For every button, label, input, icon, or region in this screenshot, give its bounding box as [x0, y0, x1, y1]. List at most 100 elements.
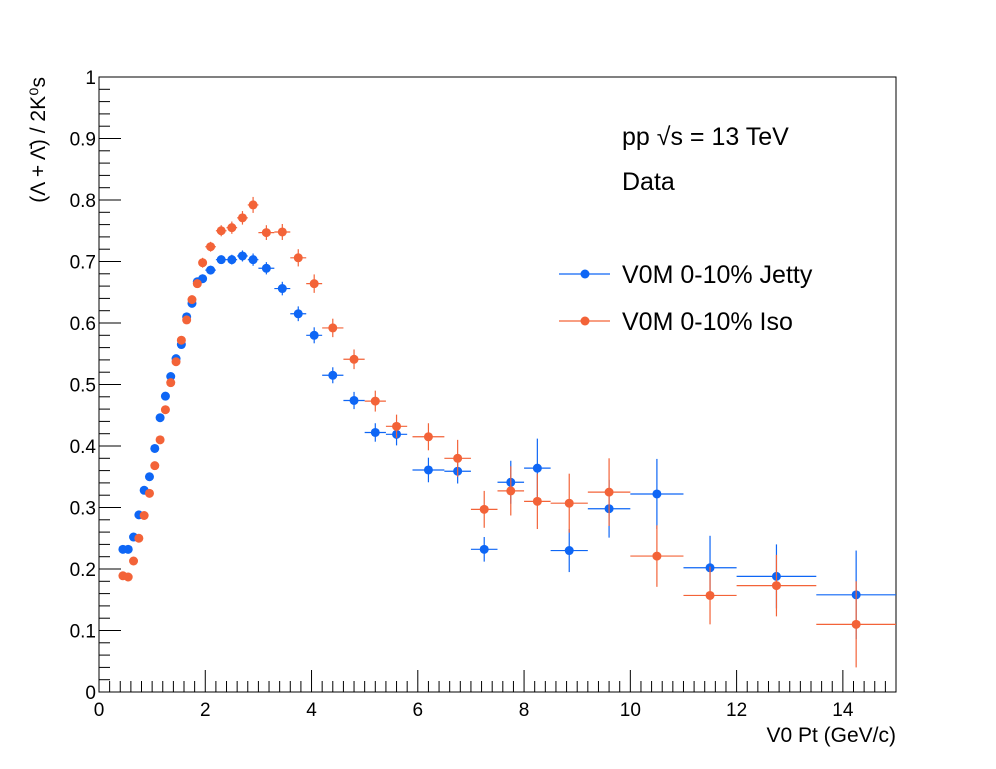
y-tick-label: 0.1	[70, 622, 96, 643]
y-tick-label: 0.6	[70, 314, 96, 335]
legend-marker-iso	[580, 316, 590, 326]
data-point	[216, 255, 226, 265]
data-point	[564, 546, 574, 556]
legend-marker-jetty	[580, 269, 590, 279]
data-point	[453, 453, 463, 463]
data-point	[652, 551, 662, 561]
data-point	[206, 242, 216, 252]
data-point	[370, 427, 380, 437]
data-point	[851, 619, 861, 629]
x-axis-ticks	[98, 670, 897, 692]
y-tick-label: 1	[85, 68, 96, 89]
data-point	[771, 581, 781, 591]
data-point	[248, 255, 258, 265]
y-tick-label: 0.3	[70, 499, 96, 520]
data-point	[392, 421, 402, 431]
data-point	[176, 335, 186, 345]
y-axis-tick-labels: 0 0.1 0.2 0.3 0.4 0.5 0.6 0.7 0.8 0.9 1	[70, 68, 97, 704]
y-axis-title: (Λ + Λ̄) / 2K⁰s	[27, 77, 50, 203]
data-point	[150, 461, 160, 471]
x-tick-label: 2	[200, 700, 211, 721]
x-tick-label: 4	[306, 700, 317, 721]
x-axis-tick-labels: 0 2 4 6 8 10 12 14	[94, 700, 854, 721]
data-point	[166, 378, 176, 388]
data-point	[150, 443, 160, 453]
data-point	[206, 265, 216, 275]
data-point	[182, 315, 192, 325]
data-point	[277, 227, 287, 237]
data-annotation: Data	[622, 168, 675, 196]
data-point	[506, 486, 516, 496]
data-point	[227, 223, 237, 233]
x-tick-label: 10	[620, 700, 641, 721]
y-tick-label: 0.2	[70, 560, 96, 581]
data-point	[123, 544, 133, 554]
data-point	[237, 251, 247, 261]
data-point	[349, 354, 359, 364]
x-tick-label: 0	[94, 700, 105, 721]
data-point	[423, 432, 433, 442]
data-point	[261, 263, 271, 273]
data-point	[139, 510, 149, 520]
data-point	[328, 323, 338, 333]
data-point	[532, 496, 542, 506]
data-point	[166, 372, 176, 382]
data-point	[261, 228, 271, 238]
series-layer	[118, 196, 896, 668]
data-point	[293, 253, 303, 263]
data-point	[192, 279, 202, 289]
series-1	[118, 196, 896, 668]
data-point	[705, 590, 715, 600]
y-tick-label: 0.7	[70, 253, 96, 274]
data-point	[123, 572, 133, 582]
data-point	[144, 472, 154, 482]
data-point	[564, 498, 574, 508]
legend-entry-iso: V0M 0-10% Iso	[559, 308, 793, 336]
data-point	[144, 488, 154, 498]
data-point	[479, 504, 489, 514]
data-point	[198, 258, 208, 268]
y-tick-label: 0.8	[70, 191, 96, 212]
data-point	[216, 226, 226, 236]
x-tick-label: 8	[519, 700, 530, 721]
data-point	[155, 435, 165, 445]
legend: V0M 0-10% Jetty V0M 0-10% Iso	[559, 261, 813, 336]
data-point	[309, 330, 319, 340]
x-axis-title: V0 Pt (GeV/c)	[766, 724, 896, 747]
data-point	[155, 413, 165, 423]
x-tick-label: 12	[726, 700, 747, 721]
data-point	[370, 396, 380, 406]
data-point	[349, 395, 359, 405]
data-point	[227, 255, 237, 265]
data-point	[652, 489, 662, 499]
collision-system-annotation: pp √s = 13 TeV	[622, 123, 789, 151]
data-point	[423, 465, 433, 475]
data-point	[277, 284, 287, 294]
data-point	[237, 213, 247, 223]
data-point	[293, 309, 303, 319]
data-point	[328, 370, 338, 380]
legend-label-iso: V0M 0-10% Iso	[622, 308, 793, 336]
data-point	[160, 405, 170, 415]
x-tick-label: 6	[413, 700, 424, 721]
data-point	[309, 279, 319, 289]
data-point	[604, 487, 614, 497]
legend-label-jetty: V0M 0-10% Jetty	[622, 261, 813, 289]
data-point	[248, 200, 258, 210]
data-point	[187, 295, 197, 305]
data-point	[160, 391, 170, 401]
data-point	[532, 463, 542, 473]
y-tick-label: 0.9	[70, 130, 96, 151]
data-point	[134, 533, 144, 543]
y-tick-label: 0.4	[70, 437, 97, 458]
x-tick-label: 14	[832, 700, 854, 721]
legend-entry-jetty: V0M 0-10% Jetty	[559, 261, 813, 289]
y-tick-label: 0	[85, 683, 96, 704]
y-tick-label: 0.5	[70, 376, 96, 397]
data-point	[171, 357, 181, 367]
data-point	[129, 556, 139, 566]
data-point	[479, 544, 489, 554]
y-axis-ticks	[99, 76, 121, 693]
